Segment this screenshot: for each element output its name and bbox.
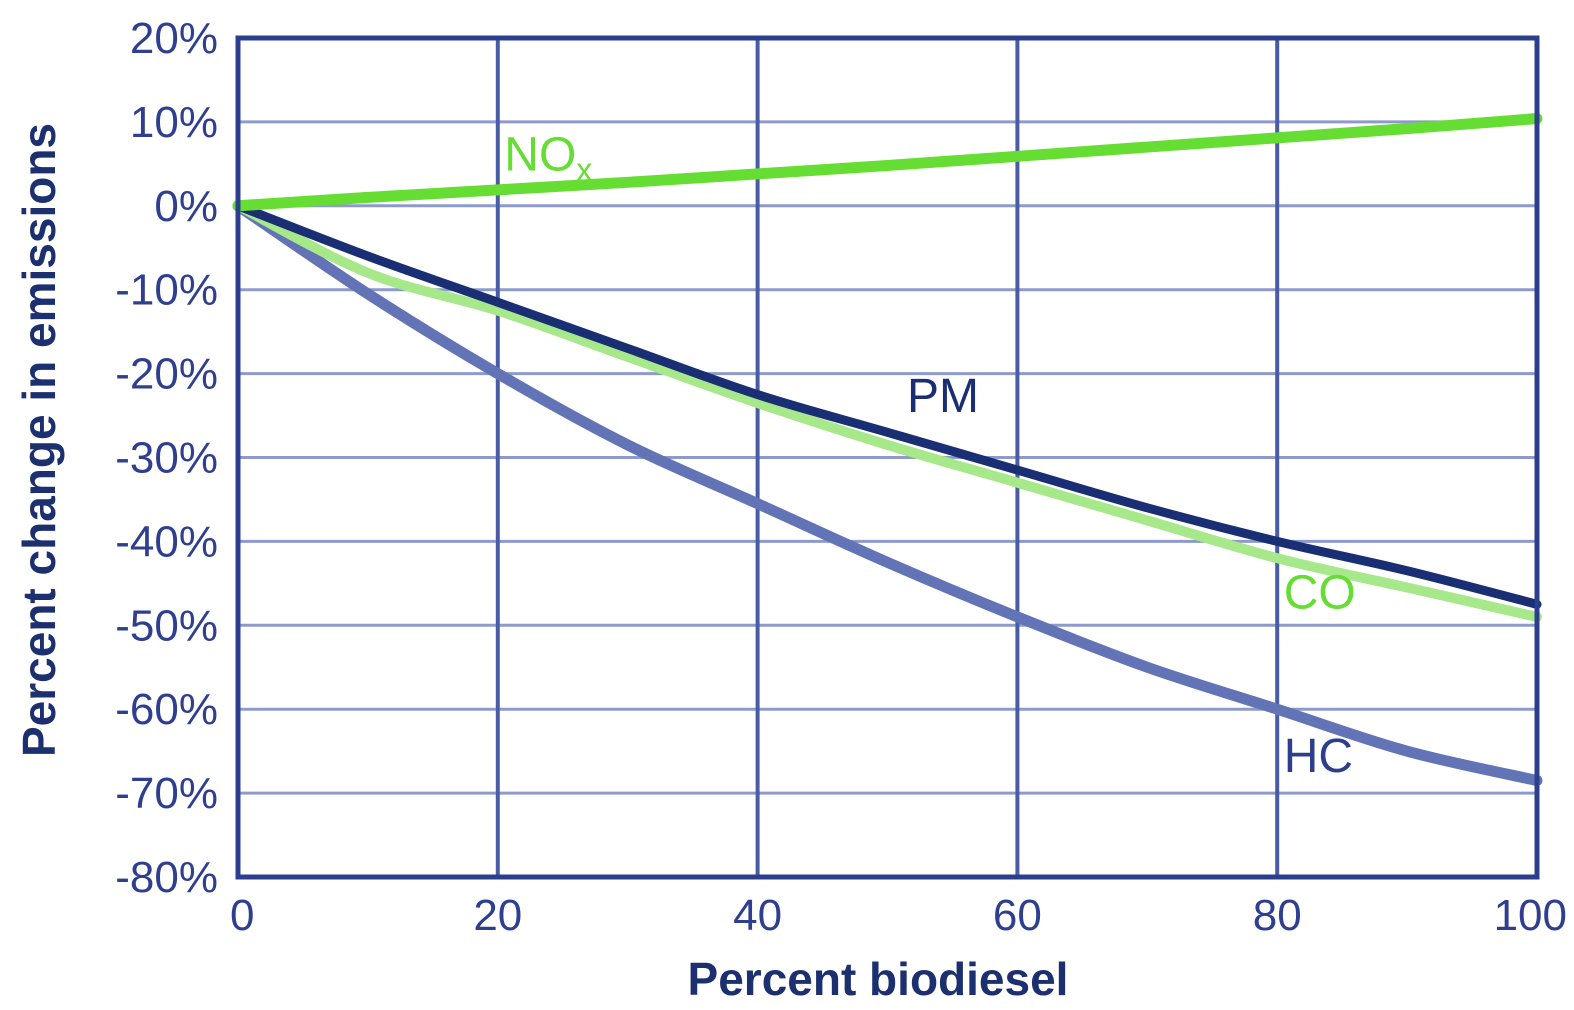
x-tick-label: 100 xyxy=(1494,891,1567,940)
y-axis-title: Percent change in emissions xyxy=(13,123,65,757)
y-tick-label: 0% xyxy=(154,182,218,231)
series-line-hc xyxy=(232,200,1543,787)
series-line-co xyxy=(233,200,1542,622)
y-tick-label: -70% xyxy=(115,769,218,818)
y-tick-label: -40% xyxy=(115,517,218,566)
y-tick-label: -60% xyxy=(115,685,218,734)
series-labels: NOx PM CO HC xyxy=(504,129,1355,784)
x-tick-label: 60 xyxy=(993,891,1042,940)
series-lines xyxy=(232,113,1543,787)
y-tick-label: -20% xyxy=(115,350,218,399)
y-tick-label: 10% xyxy=(130,98,218,147)
plot-frame xyxy=(235,35,1540,880)
axes: 20% 10% 0% -10% -20% -30% -40% -50% -60% -70% -80%… xyxy=(115,14,1567,940)
series-label-co: CO xyxy=(1284,567,1356,620)
x-tick-label: 40 xyxy=(733,891,782,940)
x-tick-label: 80 xyxy=(1253,891,1302,940)
x-axis-title: Percent biodiesel xyxy=(688,953,1069,1005)
y-tick-label: -10% xyxy=(115,266,218,315)
x-tick-label: 20 xyxy=(473,891,522,940)
series-label-pm: PM xyxy=(907,370,979,423)
series-label-nox: NOx xyxy=(504,129,592,188)
series-line-pm xyxy=(233,201,1542,609)
y-tick-label: -80% xyxy=(115,853,218,902)
y-tick-label: -30% xyxy=(115,434,218,483)
y-tick-label: -50% xyxy=(115,601,218,650)
series-line-nox xyxy=(232,113,1543,212)
y-tick-label: 20% xyxy=(130,14,218,63)
series-label-hc: HC xyxy=(1284,730,1353,783)
x-tick-label: 0 xyxy=(230,891,254,940)
